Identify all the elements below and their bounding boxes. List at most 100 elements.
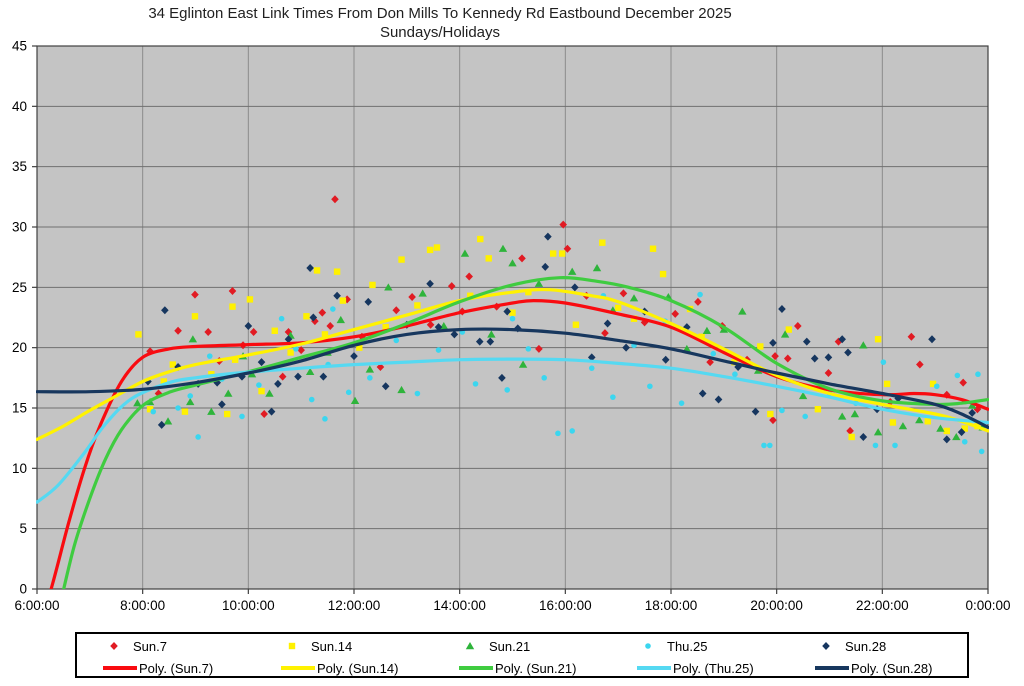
data-point-Sun.14 — [271, 327, 278, 334]
data-point-Sun.28 — [274, 379, 282, 388]
data-point-Sun.21 — [305, 367, 315, 375]
plot-area: 6:00:00 8:00:00 10:00:00 12:00:00 14:00:00 16… — [12, 39, 1011, 614]
data-point-Thu.25 — [761, 442, 767, 449]
data-point-Sun.28 — [434, 323, 443, 332]
legend-label: Poly. (Thu.25) — [673, 660, 754, 676]
data-point-Sun.14 — [398, 256, 405, 263]
y-axis-tick-label: 40 — [12, 99, 27, 114]
legend-marker-Sun.14 — [288, 642, 296, 650]
data-point-Thu.25 — [555, 430, 561, 437]
chart-subtitle: Sundays/Holidays — [379, 24, 501, 41]
data-point-Thu.25 — [961, 438, 968, 445]
legend-label: Sun.14 — [311, 638, 353, 654]
circle-marker-icon — [645, 643, 651, 649]
data-point-Sun.7 — [447, 282, 456, 291]
y-axis-tick-label: 25 — [12, 280, 27, 295]
data-point-Sun.28 — [751, 407, 760, 416]
data-point-Sun.14 — [356, 344, 363, 351]
data-point-Sun.28 — [894, 394, 902, 403]
data-point-Sun.7 — [331, 195, 339, 204]
data-point-Sun.7 — [465, 272, 473, 281]
trendline-sample-icon — [637, 666, 671, 670]
data-point-Sun.14 — [467, 292, 474, 299]
legend-label: Poly. (Sun.21) — [495, 660, 577, 676]
legend-marker-Sun.7 — [110, 642, 118, 650]
legend-entry-Poly.-Thu.25-: Poly. (Thu.25) — [611, 658, 789, 678]
data-point-Sun.28 — [571, 283, 579, 292]
data-point-Sun.21 — [224, 389, 233, 397]
data-point-Sun.7 — [794, 321, 802, 330]
data-point-Sun.21 — [850, 410, 860, 418]
data-point-Sun.28 — [244, 321, 253, 330]
data-point-Sun.28 — [810, 354, 819, 363]
data-point-Sun.28 — [603, 319, 612, 328]
data-point-Sun.7 — [846, 426, 854, 435]
data-point-Sun.14 — [382, 323, 389, 331]
data-point-Sun.21 — [188, 335, 198, 343]
data-point-Sun.7 — [174, 326, 182, 335]
data-point-Sun.28 — [778, 305, 786, 314]
data-point-Sun.7 — [426, 320, 435, 329]
data-point-Sun.21 — [163, 417, 173, 425]
data-point-Thu.25 — [802, 413, 808, 420]
data-point-Sun.28 — [698, 389, 707, 398]
data-point-Sun.21 — [629, 294, 639, 302]
data-point-Sun.14 — [287, 349, 294, 356]
diamond-marker-icon — [110, 642, 118, 650]
legend-entry-Sun.7: Sun.7 — [77, 636, 255, 656]
data-point-Thu.25 — [150, 408, 157, 415]
data-point-Thu.25 — [647, 383, 653, 390]
data-point-Sun.7 — [228, 286, 237, 295]
data-point-Sun.7 — [769, 416, 777, 425]
data-point-Sun.14 — [889, 419, 897, 426]
data-point-Sun.7 — [671, 309, 680, 318]
trendline-Sun.7 — [49, 298, 989, 589]
data-point-Thu.25 — [933, 383, 940, 390]
legend-label: Sun.21 — [489, 638, 531, 654]
triangle-marker-icon — [465, 642, 475, 650]
data-point-Sun.7 — [619, 289, 628, 298]
data-point-Sun.28 — [267, 407, 276, 416]
data-point-Sun.28 — [968, 408, 976, 417]
data-point-Thu.25 — [393, 337, 400, 344]
data-point-Sun.21 — [350, 396, 360, 404]
data-point-Sun.21 — [384, 283, 393, 291]
data-point-Sun.21 — [898, 422, 908, 430]
x-axis-tick-label: 20:00:00 — [750, 598, 803, 613]
data-point-Sun.7 — [191, 290, 199, 299]
data-point-Sun.7 — [518, 254, 526, 263]
data-point-Sun.14 — [785, 326, 793, 333]
data-point-Sun.21 — [186, 397, 195, 406]
data-point-Thu.25 — [678, 400, 685, 406]
data-point-Sun.28 — [859, 432, 868, 441]
legend-entry-Sun.28: Sun.28 — [789, 636, 967, 656]
data-point-Sun.14 — [146, 406, 154, 413]
data-point-Sun.14 — [649, 245, 657, 252]
data-point-Sun.14 — [961, 425, 968, 432]
data-point-Thu.25 — [345, 389, 352, 396]
data-point-Sun.28 — [257, 358, 266, 367]
data-point-Sun.14 — [246, 296, 254, 303]
data-point-Sun.7 — [535, 344, 543, 353]
data-point-Thu.25 — [610, 394, 616, 400]
data-point-Thu.25 — [367, 375, 373, 381]
data-point-Sun.21 — [702, 326, 712, 334]
data-point-Sun.28 — [844, 348, 852, 357]
data-point-Sun.21 — [508, 259, 517, 267]
data-point-Sun.21 — [336, 315, 345, 324]
data-point-Thu.25 — [872, 442, 879, 449]
trendline-Thu.25 — [36, 357, 989, 504]
series-Thu.25 — [150, 291, 985, 455]
data-point-Sun.7 — [392, 306, 401, 315]
data-point-Sun.28 — [213, 378, 221, 387]
data-point-Sun.14 — [224, 410, 231, 418]
data-point-Sun.14 — [258, 387, 265, 395]
data-point-Sun.14 — [558, 250, 566, 257]
legend-label: Poly. (Sun.28) — [851, 660, 933, 676]
data-point-Sun.14 — [614, 304, 622, 312]
data-point-Sun.28 — [802, 337, 811, 346]
data-point-Thu.25 — [954, 372, 961, 379]
trendline-sample-icon — [103, 666, 137, 670]
data-point-Sun.14 — [414, 302, 421, 309]
data-point-Sun.28 — [769, 338, 777, 347]
